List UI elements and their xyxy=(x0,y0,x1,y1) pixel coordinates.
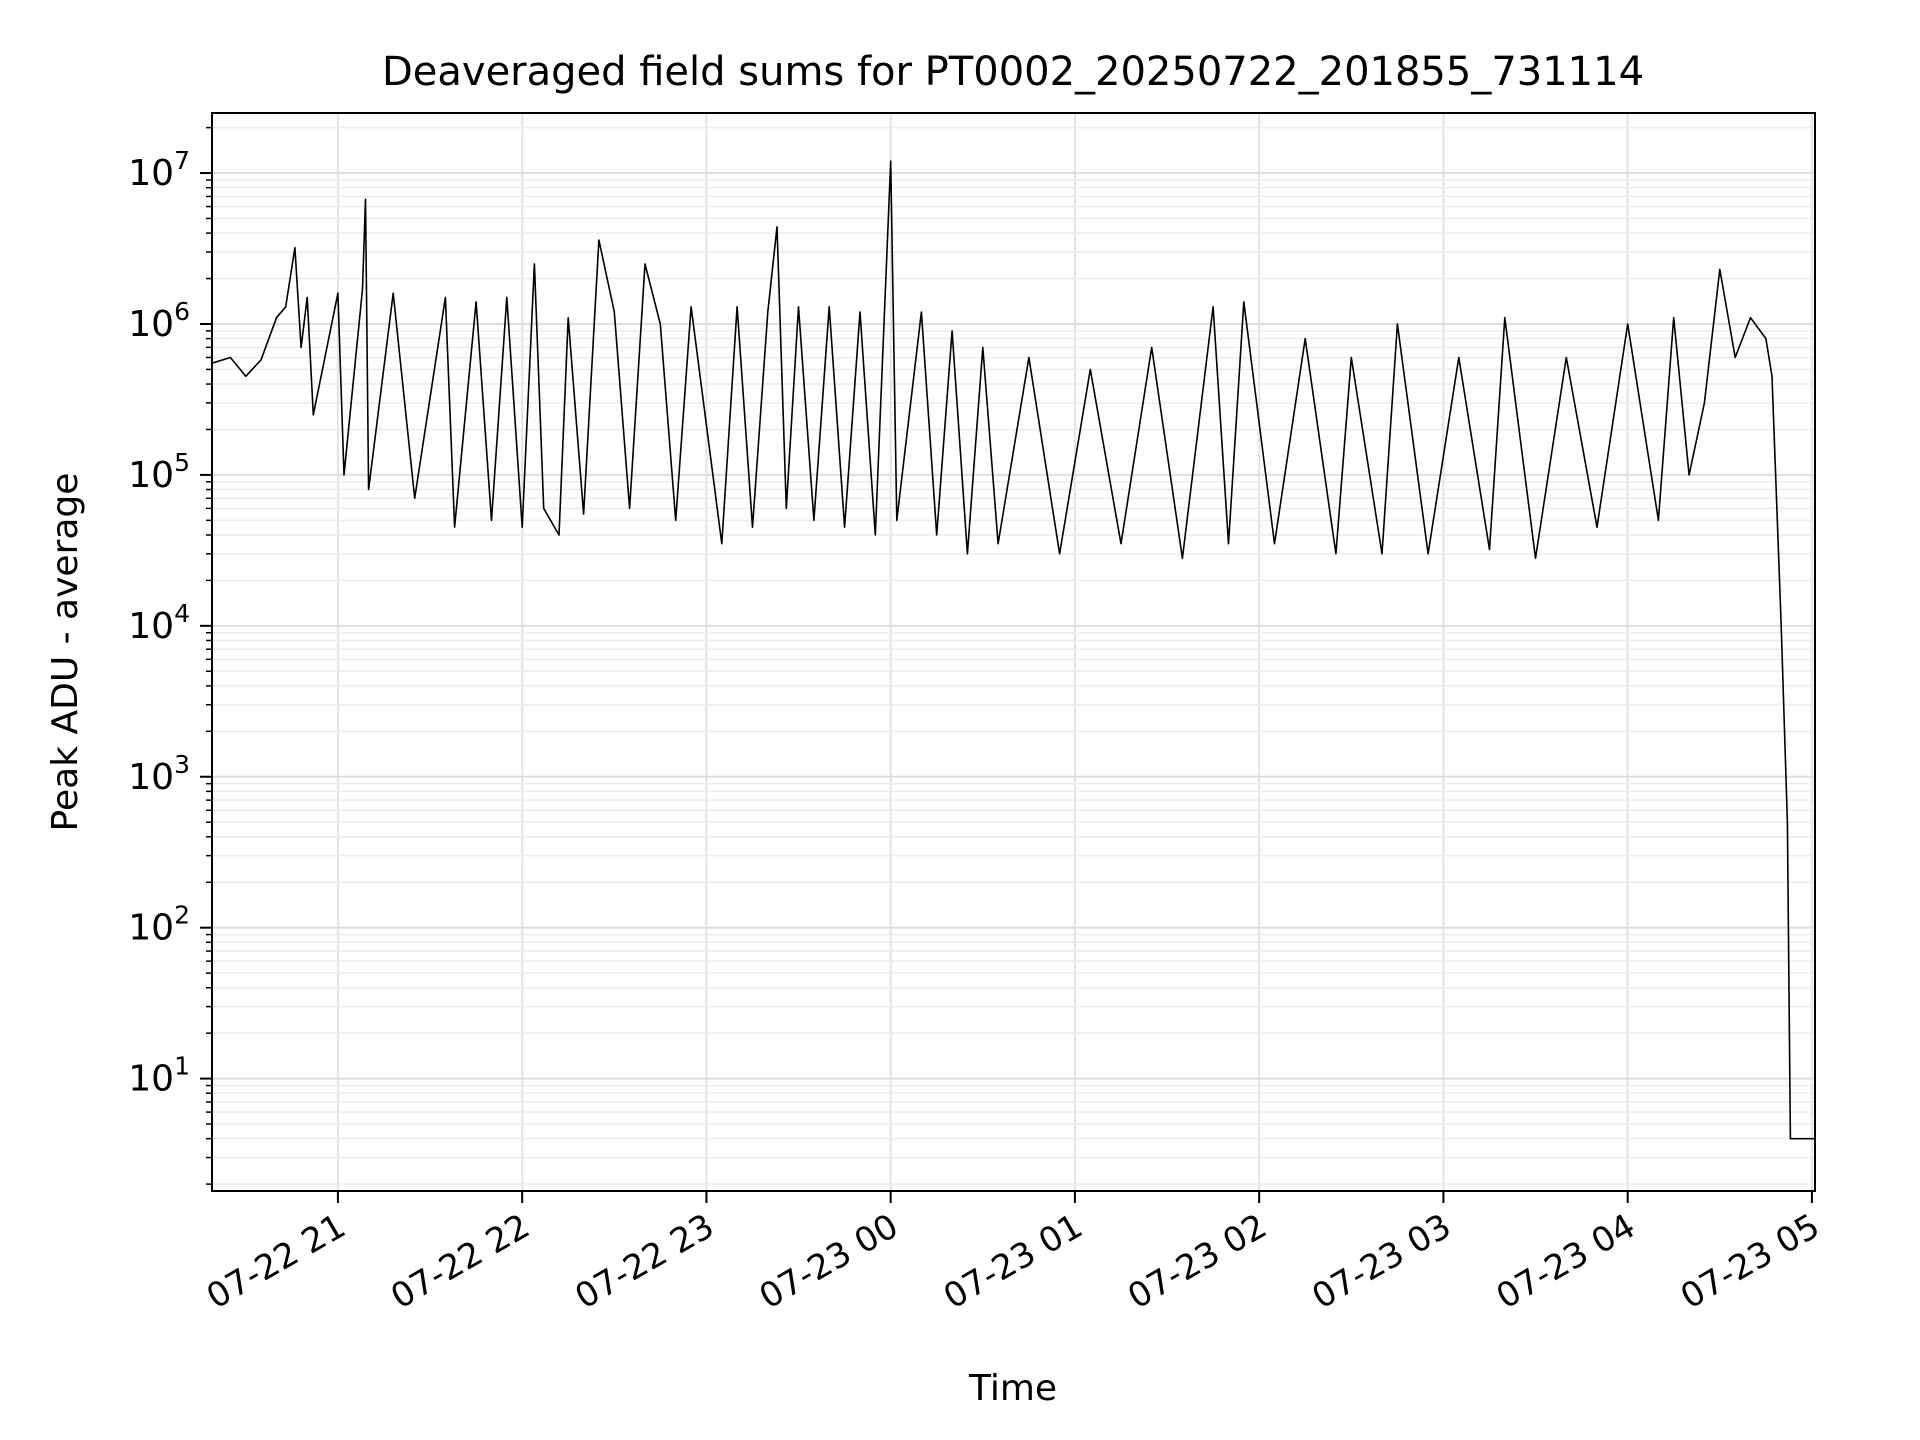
y-tick-label: 104 xyxy=(128,599,190,647)
y-tick-label: 107 xyxy=(128,146,190,194)
y-tick-label: 101 xyxy=(128,1052,190,1100)
y-tick-label: 105 xyxy=(128,448,190,496)
y-tick-label: 103 xyxy=(128,750,190,798)
data-layer xyxy=(211,160,1815,1140)
grid xyxy=(212,113,1815,1191)
y-axis-label: Peak ADU - average xyxy=(45,473,86,832)
chart-title: Deaveraged field sums for PT0002_2025072… xyxy=(382,49,1644,95)
y-tick-label: 102 xyxy=(128,901,190,949)
series-line-0 xyxy=(211,160,1815,1140)
y-tick-label: 106 xyxy=(128,297,190,345)
plot-frame xyxy=(211,112,1816,1192)
x-axis-label: Time xyxy=(968,1368,1057,1409)
